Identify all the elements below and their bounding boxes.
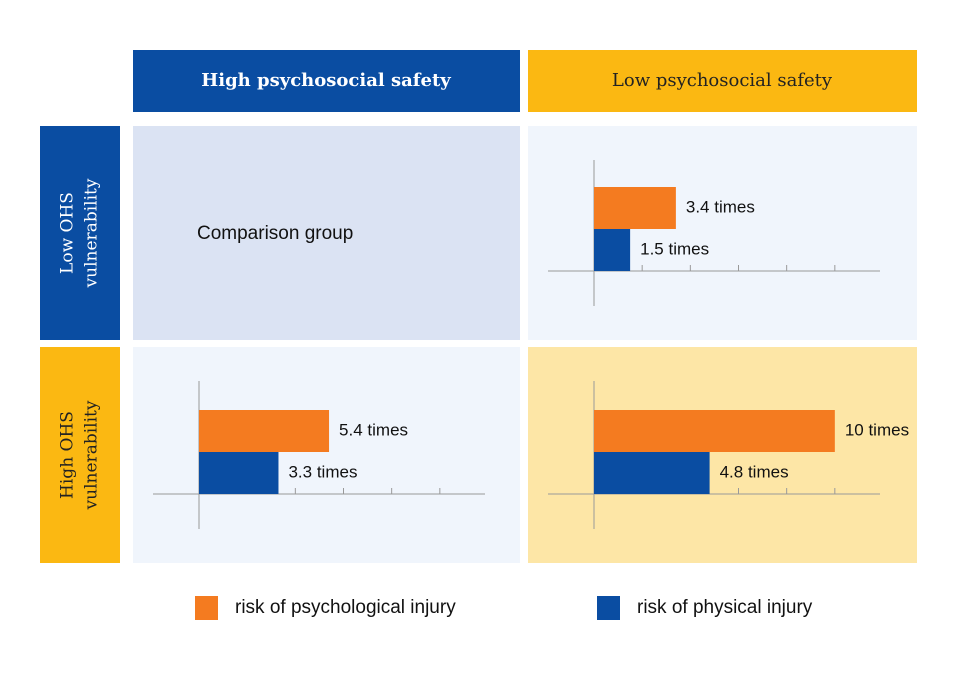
cell <box>528 126 917 340</box>
value-label: 4.8 times <box>720 462 789 481</box>
bar <box>594 229 631 271</box>
legend-swatch <box>597 596 620 620</box>
bar <box>594 410 835 452</box>
value-label: 3.3 times <box>288 462 357 481</box>
row-header: Low OHS <box>58 192 78 274</box>
comparison-label: Comparison group <box>197 223 353 244</box>
cell <box>133 347 520 563</box>
value-label: 10 times <box>845 420 909 439</box>
legend-swatch <box>195 596 218 620</box>
bar <box>199 410 330 452</box>
bar <box>594 452 710 494</box>
cell <box>528 347 917 563</box>
legend-label: risk of psychological injury <box>235 597 456 618</box>
column-header: High psychosocial safety <box>201 70 451 91</box>
row-header: High OHS <box>58 411 78 499</box>
legend-label: risk of physical injury <box>637 597 813 618</box>
value-label: 5.4 times <box>339 420 408 439</box>
cell <box>133 126 520 340</box>
row-header-box <box>40 126 120 340</box>
column-header-box <box>528 50 917 112</box>
value-label: 3.4 times <box>686 197 755 216</box>
value-label: 1.5 times <box>640 239 709 258</box>
row-header-box <box>40 347 120 563</box>
bar <box>594 187 676 229</box>
column-header: Low psychosocial safety <box>612 70 833 91</box>
row-header: vulnerability <box>82 178 102 288</box>
bar <box>199 452 279 494</box>
row-header: vulnerability <box>82 400 102 510</box>
column-header-box <box>133 50 520 112</box>
